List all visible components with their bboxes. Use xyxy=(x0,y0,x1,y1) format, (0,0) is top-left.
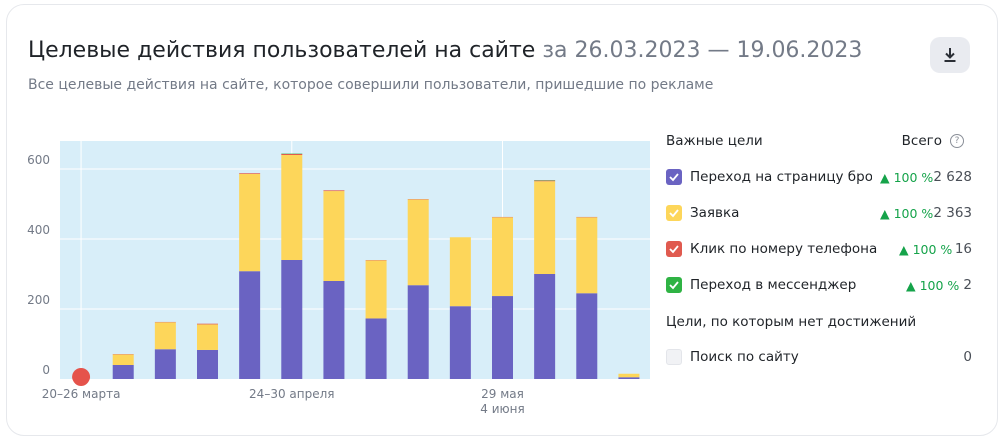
bar-segment xyxy=(112,354,134,365)
plot-area xyxy=(60,141,650,379)
goal-checkbox-messenger[interactable] xyxy=(666,277,682,293)
x-tick-label: 20–26 марта xyxy=(42,387,121,401)
bar-segment xyxy=(323,281,345,379)
bar-segment xyxy=(365,318,387,379)
y-tick-label: 200 xyxy=(27,293,50,307)
check-icon xyxy=(669,209,679,218)
goal-row-request[interactable]: Заявка ▲ 100 % 2 363 xyxy=(666,202,972,224)
bar-segment xyxy=(365,260,387,319)
bar-segment xyxy=(112,365,134,379)
no-achievements-title: Цели, по которым нет достижений xyxy=(666,314,917,330)
goal-row-site-search[interactable]: Поиск по сайту 0 xyxy=(666,346,972,368)
goal-row-messenger[interactable]: Переход в мессенджер ▲ 100 % 2 xyxy=(666,274,972,296)
goal-checkbox-phone-click[interactable] xyxy=(666,241,682,257)
annotation-marker xyxy=(72,368,91,386)
bar-segment xyxy=(323,190,345,192)
bar-segment xyxy=(492,217,513,297)
legend-header-total: Всего xyxy=(901,133,942,149)
y-tick-label: 0 xyxy=(42,363,50,377)
bar-segment xyxy=(534,274,556,379)
bar-segment xyxy=(281,153,303,155)
download-icon xyxy=(944,48,956,62)
check-icon xyxy=(669,281,679,290)
bar-segment xyxy=(239,173,261,174)
goal-name: Клик по номеру телефона xyxy=(690,241,878,257)
bar-segment xyxy=(197,323,218,325)
y-tick-label: 400 xyxy=(27,223,50,237)
question-circle-icon[interactable]: ? xyxy=(950,134,964,148)
check-icon xyxy=(669,245,679,254)
bar-segment xyxy=(534,181,556,274)
x-tick-label: 29 мая xyxy=(481,387,524,401)
page-subtitle: Все целевые действия на сайте, которое с… xyxy=(28,77,714,93)
download-button[interactable] xyxy=(930,37,970,73)
bar-segment xyxy=(534,180,556,182)
bar-segment xyxy=(154,349,176,379)
bar-segment xyxy=(449,237,471,307)
bar-segment xyxy=(576,217,598,294)
goal-checkbox-booking[interactable] xyxy=(666,169,682,185)
goal-total: 2 xyxy=(963,277,972,293)
bar-segment xyxy=(618,377,640,379)
x-tick-label: 4 июня xyxy=(480,402,524,416)
goal-total: 0 xyxy=(963,349,972,365)
check-icon xyxy=(669,173,679,182)
bar-segment xyxy=(449,306,471,379)
goal-checkbox-request[interactable] xyxy=(666,205,682,221)
bar-segment xyxy=(281,260,303,379)
goal-name: Поиск по сайту xyxy=(690,349,799,365)
goal-row-booking[interactable]: Переход на страницу брони ▲ 100 % 2 628 xyxy=(666,166,972,188)
goal-delta: ▲ 100 % xyxy=(906,278,960,293)
title-main: Целевые действия пользователей на сайте xyxy=(28,38,536,63)
goal-total: 16 xyxy=(954,241,972,257)
bar-segment xyxy=(197,324,218,350)
goal-delta: ▲ 100 % xyxy=(880,170,934,185)
bar-segment xyxy=(618,373,640,378)
goal-name: Заявка xyxy=(690,205,740,221)
goal-name: Переход на страницу брони xyxy=(690,169,872,185)
bar-segment xyxy=(239,173,261,272)
goal-checkbox-site-search[interactable] xyxy=(666,349,682,365)
bar-segment xyxy=(281,155,303,260)
goal-name: Переход в мессенджер xyxy=(690,277,857,293)
title-period: за 26.03.2023 — 19.06.2023 xyxy=(542,38,863,63)
goal-delta: ▲ 100 % xyxy=(899,242,953,257)
bar-segment xyxy=(323,191,345,281)
bar-segment xyxy=(197,349,218,379)
legend-header-label: Важные цели xyxy=(666,133,763,149)
goal-delta: ▲ 100 % xyxy=(880,206,934,221)
goal-total: 2 363 xyxy=(933,205,972,221)
bar-segment xyxy=(576,293,598,379)
stacked-bar-chart: 0 200 400 600 20–26 марта 24–30 апреля 29 мая4… xyxy=(27,141,650,416)
goal-row-phone-click[interactable]: Клик по номеру телефона ▲ 100 % 16 xyxy=(666,238,972,260)
page-title: Целевые действия пользователей на сайте … xyxy=(28,36,862,66)
bar-segment xyxy=(407,285,429,379)
bar-segment xyxy=(492,296,513,379)
bar-segment xyxy=(239,271,261,379)
y-tick-label: 600 xyxy=(27,153,50,167)
goal-total: 2 628 xyxy=(933,169,972,185)
x-tick-label: 24–30 апреля xyxy=(249,387,334,401)
legend-header: Важные цели Всего ? xyxy=(666,130,972,152)
bar-segment xyxy=(407,199,429,286)
bar-segment xyxy=(154,322,176,350)
